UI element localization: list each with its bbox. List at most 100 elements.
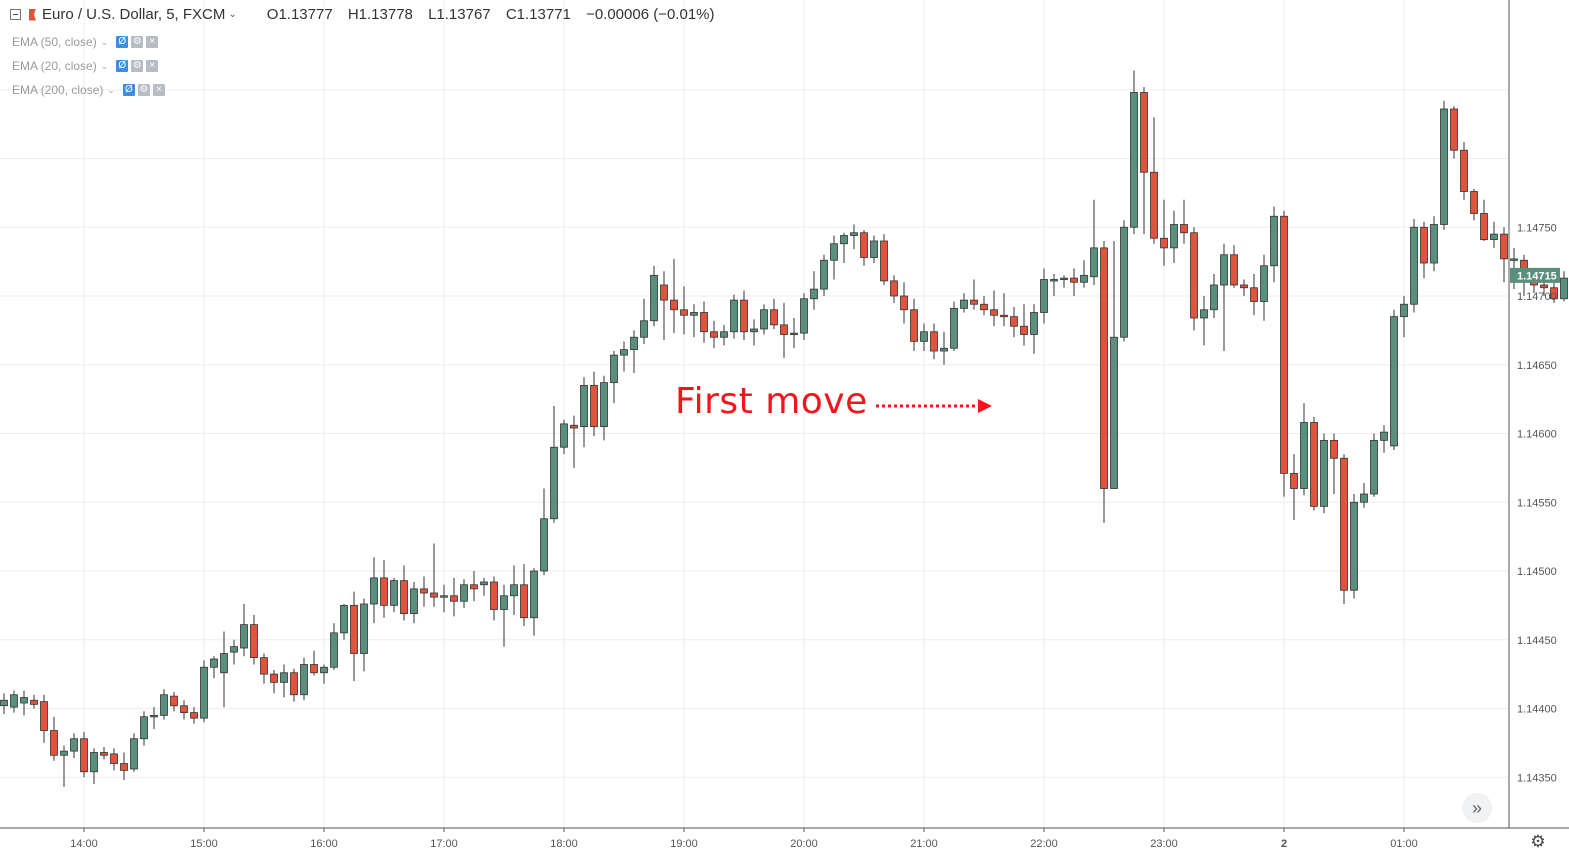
candle-body <box>1310 422 1318 507</box>
candle <box>1280 210 1288 497</box>
visibility-icon[interactable]: Ø <box>116 36 129 48</box>
candle <box>1340 454 1348 604</box>
candle <box>690 304 698 338</box>
candle-body <box>240 624 248 649</box>
candle <box>1070 268 1078 296</box>
candle-body <box>1110 336 1118 489</box>
candle-body <box>580 384 588 428</box>
last-price-label: 1.14715 <box>1517 270 1557 282</box>
candle-body <box>830 243 838 261</box>
candle <box>830 235 838 280</box>
candle-body <box>1140 92 1148 173</box>
candle <box>1310 417 1318 511</box>
gear-icon[interactable]: ⚙ <box>137 84 150 96</box>
close-icon[interactable]: × <box>152 84 165 96</box>
candle <box>380 560 388 618</box>
candle-body <box>890 280 898 297</box>
candle-body <box>160 694 168 716</box>
candle <box>1030 304 1038 354</box>
close-icon[interactable]: × <box>146 36 159 48</box>
candle <box>190 707 198 724</box>
candle <box>590 371 598 437</box>
candle-body <box>180 705 188 714</box>
candle <box>940 331 948 365</box>
candle-body <box>480 581 488 586</box>
candle <box>440 584 448 613</box>
x-tick-label: 22:00 <box>1030 838 1058 850</box>
candle <box>1380 425 1388 453</box>
candle-body <box>1280 215 1288 474</box>
chevron-down-icon[interactable]: ⌄ <box>228 9 237 20</box>
candle-body <box>670 299 678 311</box>
indicator-row-ema-50: EMA (50, close) ⌄ Ø ⚙ × <box>12 35 161 49</box>
candle <box>1440 100 1448 230</box>
chevron-down-icon[interactable]: ⌄ <box>100 60 109 71</box>
candle-body <box>460 584 468 602</box>
candle <box>610 351 618 404</box>
visibility-icon[interactable]: Ø <box>122 84 135 96</box>
candle-body <box>1000 314 1008 318</box>
candle <box>650 265 658 327</box>
candle-body <box>90 752 98 773</box>
candle <box>1170 210 1178 263</box>
candle <box>170 692 178 712</box>
candle-body <box>1160 237 1168 249</box>
candle-body <box>860 232 868 258</box>
ohlc-values: O1.13777 H1.13778 L1.13767 C1.13771 −0.0… <box>267 6 726 23</box>
collapse-icon[interactable] <box>10 9 21 20</box>
flag-icon <box>29 8 36 21</box>
candle <box>250 615 258 665</box>
candle <box>1300 403 1308 496</box>
candle-body <box>990 309 998 316</box>
candle-body <box>200 666 208 719</box>
gear-icon[interactable]: ⚙ <box>131 60 144 72</box>
candle <box>370 557 378 624</box>
symbol-title[interactable]: Euro / U.S. Dollar, 5, FXCM <box>42 6 226 23</box>
candle-body <box>1470 191 1478 214</box>
candle-body <box>1370 439 1378 495</box>
candle <box>270 670 278 694</box>
candle-body <box>1390 316 1398 447</box>
candle-body <box>500 595 508 610</box>
gear-icon[interactable]: ⚙ <box>1530 832 1546 851</box>
candle <box>840 232 848 263</box>
candle-body <box>70 738 78 752</box>
candle <box>1050 274 1058 296</box>
candle-body <box>780 324 788 335</box>
indicator-label[interactable]: EMA (50, close) <box>12 35 97 49</box>
candle <box>1000 293 1008 327</box>
chevron-down-icon[interactable]: ⌄ <box>107 84 115 95</box>
candle <box>1210 274 1218 318</box>
gear-icon[interactable]: ⚙ <box>131 36 144 48</box>
candle <box>340 604 348 640</box>
candle <box>620 341 628 372</box>
candle <box>180 700 188 720</box>
candle <box>80 731 88 778</box>
candle-body <box>150 714 158 718</box>
candle <box>1060 275 1068 288</box>
chevron-down-icon[interactable]: ⌄ <box>100 36 109 47</box>
candle-body <box>950 307 958 349</box>
candle-body <box>570 424 578 429</box>
candle <box>60 745 68 787</box>
candle-body <box>1010 316 1018 327</box>
double-chevron-right-icon[interactable]: » <box>1462 793 1492 823</box>
indicator-label[interactable]: EMA (200, close) <box>12 83 104 97</box>
candle-body <box>740 299 748 333</box>
candle-body <box>1360 493 1368 503</box>
candle <box>1430 216 1438 272</box>
candle <box>1010 307 1018 338</box>
candle-body <box>1330 439 1338 459</box>
candle <box>260 653 268 684</box>
candle <box>1320 433 1328 514</box>
candle <box>200 660 208 723</box>
indicator-label[interactable]: EMA (20, close) <box>12 59 97 73</box>
visibility-icon[interactable]: Ø <box>116 60 129 72</box>
candle-body <box>920 331 928 342</box>
y-tick-label: 1.14350 <box>1517 772 1557 784</box>
close-icon[interactable]: × <box>146 60 159 72</box>
candle <box>1480 199 1488 241</box>
candle <box>870 235 878 263</box>
candle <box>1220 243 1228 351</box>
